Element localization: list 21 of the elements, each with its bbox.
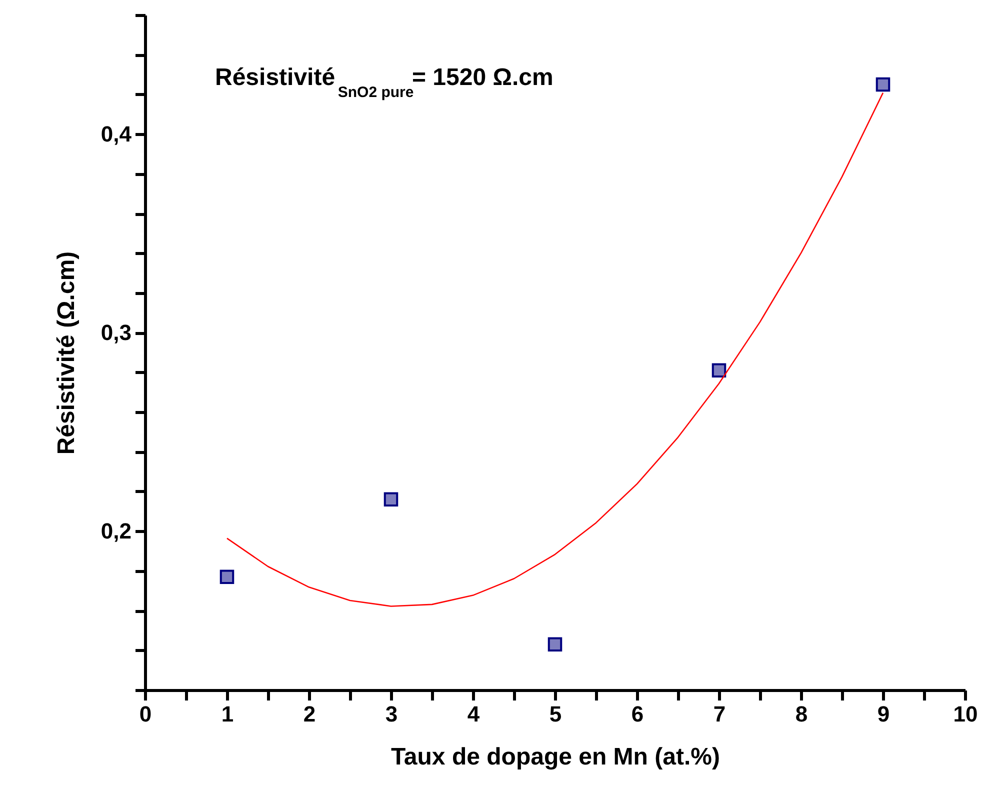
x-tick-label: 10 (953, 702, 978, 726)
point (712, 363, 726, 378)
x-tick-label: 9 (877, 702, 890, 726)
y-tick-label: 0,2 (100, 518, 132, 544)
x-axis-title: Taux de dopage en Mn (at.%) (391, 744, 720, 770)
y-tick-label: 0,4 (100, 122, 132, 147)
point (384, 492, 398, 507)
x-tick-label: 3 (385, 702, 398, 726)
x-tick-label: 5 (549, 702, 562, 726)
x-tick-label: 2 (303, 702, 316, 726)
x-tick-label: 6 (631, 702, 644, 726)
x-tick-label: 0 (139, 702, 152, 726)
point (548, 637, 562, 652)
x-tick-label: 8 (795, 702, 808, 726)
y-tick-label: 0,3 (100, 320, 132, 346)
x-tick-label: 4 (467, 702, 480, 726)
point (220, 570, 234, 584)
point (876, 77, 890, 92)
x-tick-label: 7 (713, 702, 726, 726)
x-tick-label: 1 (221, 702, 234, 726)
y-axis-title: Résistivité (Ω.cm) (52, 251, 80, 455)
